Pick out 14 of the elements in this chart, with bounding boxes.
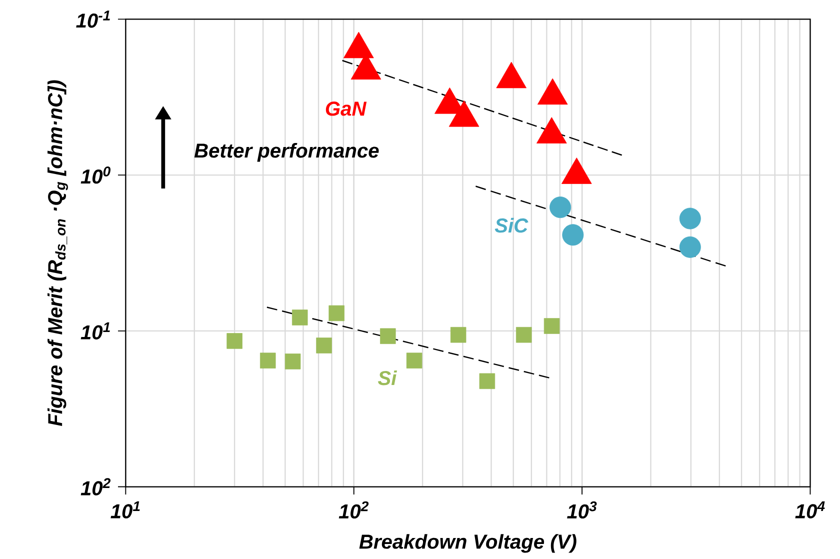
x-tick-label: 10$^{2}$	[338, 501, 369, 519]
x-tick-label: 10$^{3}$	[567, 501, 597, 519]
series-label: Si	[378, 370, 398, 386]
y-tick-label: 10$^{1}$	[80, 322, 110, 340]
series-label: GaN	[326, 102, 367, 116]
series-label: SiC	[494, 218, 528, 233]
x-axis-title: Breakdown Voltage (V)	[359, 534, 576, 553]
x-tick-label: 10$^{1}$	[110, 501, 140, 519]
y-tick-label: 10$^{-1}$	[76, 10, 110, 28]
annotation: Better performance	[194, 143, 379, 162]
y-tick-label: 10$^{0}$	[80, 166, 110, 184]
x-tick-label: 10$^{4}$	[795, 501, 825, 519]
y-tick-label: 10$^{2}$	[80, 478, 110, 496]
y-axis-title: Figure of Merit (R$_{ds_on}$ ·Q$_{g}$ [ohm·nC])	[48, 80, 68, 426]
